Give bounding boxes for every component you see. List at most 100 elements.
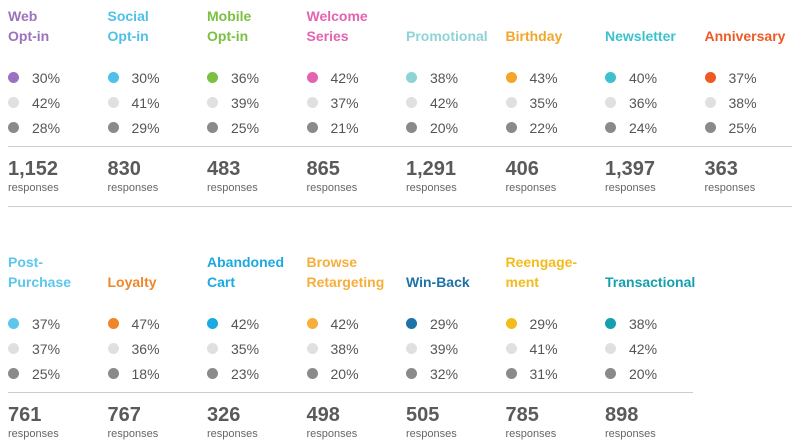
campaign-title: Anniversary — [704, 28, 786, 44]
response-total: 767 responses — [108, 403, 159, 441]
share-value: 31% — [529, 365, 558, 382]
campaign-row-1: Web Opt-in 30% 42% 28% 1,152 responses Social … — [0, 0, 800, 210]
total-value: 363 — [704, 158, 738, 180]
share-value: 35% — [529, 94, 558, 111]
legend-dot-icon — [605, 343, 616, 354]
total-value: 1,291 — [406, 158, 457, 180]
legend-dot-icon — [8, 368, 19, 379]
share-value: 20% — [330, 365, 359, 382]
legend-dot-icon — [505, 368, 517, 379]
positive-share-row: 30% — [107, 65, 160, 90]
total-value: 898 — [605, 404, 639, 426]
negative-share-row: 28% — [8, 115, 60, 140]
share-value: 29% — [131, 119, 160, 136]
share-value: 42% — [330, 315, 359, 332]
legend-dot-icon — [704, 72, 716, 83]
neutral-share-row: 38% — [306, 336, 359, 361]
share-value: 42% — [430, 94, 459, 111]
negative-share-row: 25% — [704, 115, 757, 140]
total-value: 505 — [406, 404, 440, 426]
total-unit-label: responses — [207, 428, 258, 440]
legend-dot-icon — [505, 72, 517, 83]
campaign-title: Social Opt-in — [107, 8, 149, 44]
share-value: 37% — [32, 340, 61, 357]
neutral-share-row: 39% — [406, 336, 458, 361]
total-value: 326 — [207, 404, 241, 426]
positive-share-row: 47% — [107, 311, 160, 336]
legend-dot-icon — [306, 122, 318, 133]
response-breakdown: 37% 37% 25% — [8, 311, 60, 386]
legend-dot-icon — [107, 72, 119, 83]
share-value: 47% — [131, 315, 160, 332]
share-value: 20% — [629, 365, 658, 382]
total-unit-label: responses — [605, 182, 656, 194]
response-total: 1,152 responses — [8, 157, 59, 195]
negative-share-row: 18% — [107, 361, 160, 386]
legend-dot-icon — [704, 97, 716, 108]
total-value: 785 — [505, 404, 539, 426]
total-value: 1,397 — [605, 158, 656, 180]
share-value: 36% — [131, 340, 160, 357]
total-unit-label: responses — [107, 428, 159, 440]
legend-dot-icon — [107, 97, 119, 108]
response-breakdown: 29% 39% 32% — [406, 311, 458, 386]
positive-share-row: 30% — [8, 65, 60, 90]
legend-dot-icon — [505, 343, 517, 354]
total-unit-label: responses — [406, 182, 457, 194]
negative-share-row: 20% — [605, 361, 657, 386]
negative-share-row: 24% — [605, 115, 657, 140]
legend-dot-icon — [406, 368, 417, 379]
share-value: 40% — [629, 69, 658, 86]
response-breakdown: 42% 35% 23% — [207, 311, 259, 386]
legend-dot-icon — [8, 72, 19, 83]
positive-share-row: 40% — [605, 65, 657, 90]
positive-share-row: 37% — [704, 65, 757, 90]
total-value: 767 — [107, 404, 141, 426]
total-unit-label: responses — [704, 182, 756, 194]
share-value: 21% — [330, 119, 359, 136]
response-total: 761 responses — [8, 403, 59, 441]
divider-line — [8, 206, 792, 207]
share-value: 32% — [430, 365, 459, 382]
neutral-share-row: 42% — [605, 336, 657, 361]
negative-share-row: 20% — [306, 361, 359, 386]
legend-dot-icon — [306, 343, 318, 354]
campaign-title: Reengage- ment — [505, 254, 578, 290]
legend-dot-icon — [107, 122, 119, 133]
legend-dot-icon — [406, 122, 417, 133]
neutral-share-row: 36% — [605, 90, 657, 115]
share-value: 29% — [430, 315, 459, 332]
positive-share-row: 42% — [306, 65, 359, 90]
legend-dot-icon — [8, 343, 19, 354]
positive-share-row: 29% — [406, 311, 458, 336]
positive-share-row: 42% — [207, 311, 259, 336]
share-value: 41% — [131, 94, 160, 111]
neutral-share-row: 35% — [505, 90, 558, 115]
legend-dot-icon — [306, 318, 318, 329]
positive-share-row: 38% — [605, 311, 657, 336]
response-total: 406 responses — [506, 157, 557, 195]
legend-dot-icon — [8, 97, 19, 108]
divider-line — [8, 392, 693, 393]
campaign-title: Web Opt-in — [8, 8, 50, 44]
share-value: 25% — [728, 119, 757, 136]
total-unit-label: responses — [8, 428, 59, 440]
legend-dot-icon — [107, 343, 119, 354]
legend-dot-icon — [8, 122, 19, 133]
share-value: 38% — [430, 69, 459, 86]
total-unit-label: responses — [207, 182, 258, 194]
response-breakdown: 30% 41% 29% — [107, 65, 160, 140]
share-value: 41% — [529, 340, 558, 357]
share-value: 43% — [529, 69, 558, 86]
share-value: 29% — [529, 315, 558, 332]
legend-dot-icon — [207, 97, 218, 108]
neutral-share-row: 36% — [107, 336, 160, 361]
total-unit-label: responses — [505, 182, 557, 194]
campaign-title: Mobile Opt-in — [207, 8, 252, 44]
legend-dot-icon — [306, 368, 318, 379]
neutral-share-row: 39% — [207, 90, 259, 115]
share-value: 35% — [231, 340, 260, 357]
response-total: 1,397 responses — [605, 157, 656, 195]
legend-dot-icon — [406, 97, 417, 108]
share-value: 42% — [231, 315, 260, 332]
